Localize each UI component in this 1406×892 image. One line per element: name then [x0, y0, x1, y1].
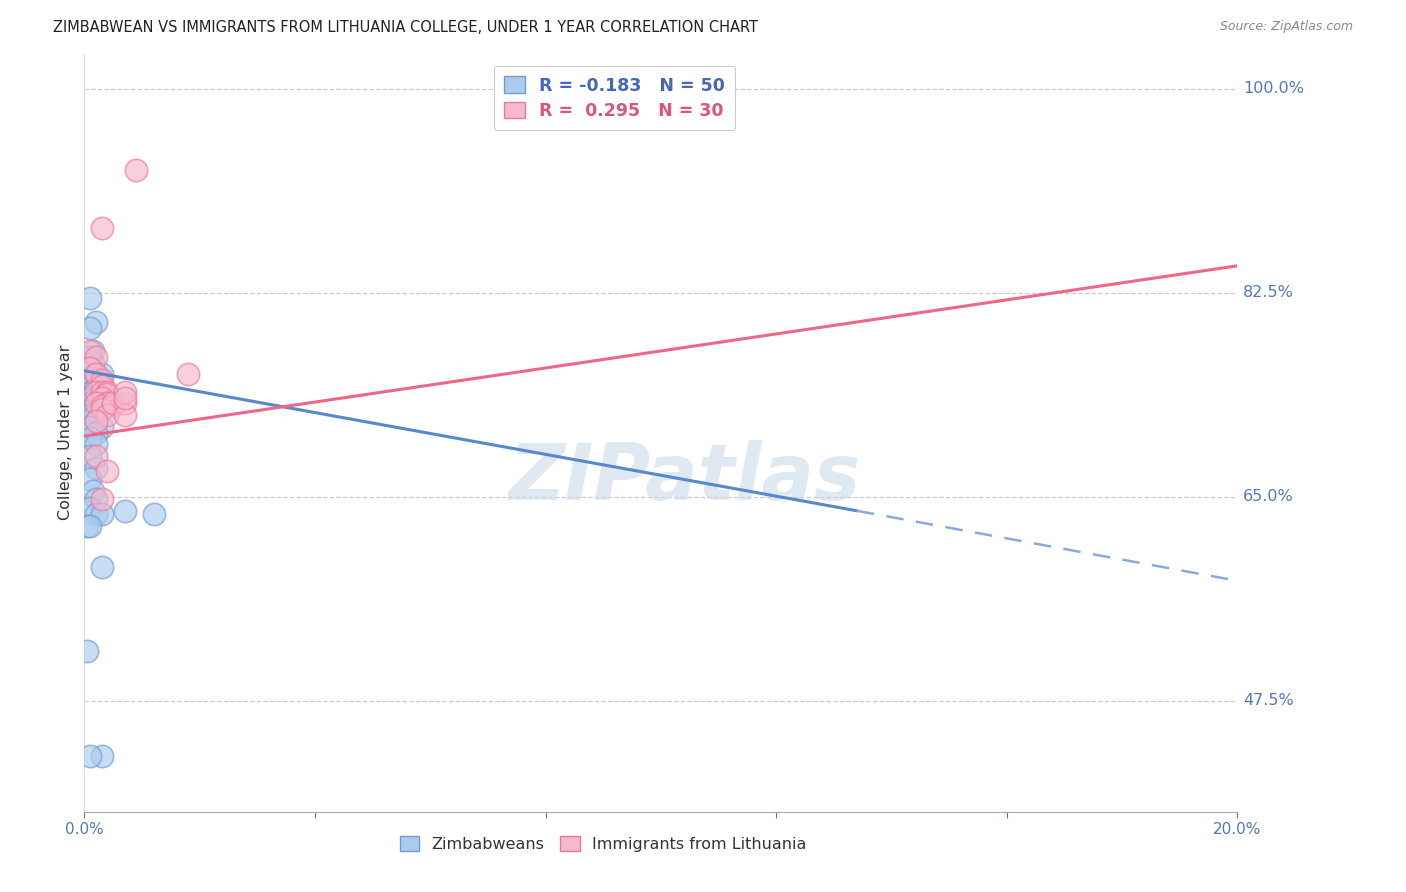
Point [79, 472, 101, 486]
Point [96, 408, 118, 422]
Point [90, 396, 112, 410]
Point [79, 350, 101, 364]
Point [84, 350, 107, 364]
Point [76, 644, 98, 658]
Text: 82.5%: 82.5% [1243, 285, 1294, 300]
Point [84, 368, 107, 382]
Point [84, 368, 107, 382]
Text: Source: ZipAtlas.com: Source: ZipAtlas.com [1219, 20, 1353, 33]
Point [76, 519, 98, 533]
Point [90, 492, 112, 507]
Point [103, 396, 124, 410]
Point [90, 373, 112, 387]
Point [114, 504, 136, 518]
Point [79, 320, 101, 334]
Point [84, 425, 107, 440]
Point [84, 492, 107, 507]
Point [82, 343, 104, 358]
Point [90, 399, 112, 413]
Point [96, 387, 118, 401]
Point [177, 368, 200, 382]
Point [90, 402, 112, 417]
Text: 47.5%: 47.5% [1243, 693, 1294, 708]
Y-axis label: College, Under 1 year: College, Under 1 year [58, 345, 73, 520]
Point [76, 391, 98, 405]
Point [79, 396, 101, 410]
Point [79, 292, 101, 306]
Point [84, 414, 107, 428]
Point [79, 384, 101, 399]
Legend: Zimbabweans, Immigrants from Lithuania: Zimbabweans, Immigrants from Lithuania [394, 830, 813, 858]
Point [79, 379, 101, 393]
Text: 100.0%: 100.0% [1243, 81, 1303, 96]
Point [79, 748, 101, 763]
Point [79, 501, 101, 516]
Point [90, 384, 112, 399]
Point [84, 508, 107, 522]
Point [79, 361, 101, 376]
Point [79, 419, 101, 434]
Point [82, 483, 104, 498]
Point [90, 368, 112, 382]
Point [142, 508, 165, 522]
Text: 65.0%: 65.0% [1243, 490, 1294, 504]
Point [90, 384, 112, 399]
Point [84, 373, 107, 387]
Point [96, 384, 118, 399]
Point [84, 384, 107, 399]
Point [79, 449, 101, 463]
Point [84, 460, 107, 475]
Point [82, 402, 104, 417]
Point [79, 432, 101, 446]
Point [90, 391, 112, 405]
Point [84, 437, 107, 451]
Point [90, 559, 112, 574]
Point [90, 379, 112, 393]
Point [82, 384, 104, 399]
Point [90, 508, 112, 522]
Point [96, 396, 118, 410]
Point [114, 391, 136, 405]
Text: ZIPatlas: ZIPatlas [508, 440, 860, 516]
Point [79, 343, 101, 358]
Point [84, 396, 107, 410]
Point [84, 384, 107, 399]
Point [79, 361, 101, 376]
Point [90, 419, 112, 434]
Point [96, 464, 118, 478]
Point [79, 391, 101, 405]
Point [82, 356, 104, 370]
Point [76, 379, 98, 393]
Point [90, 402, 112, 417]
Point [79, 519, 101, 533]
Point [87, 399, 110, 413]
Point [84, 449, 107, 463]
Point [84, 414, 107, 428]
Point [114, 396, 136, 410]
Text: ZIMBABWEAN VS IMMIGRANTS FROM LITHUANIA COLLEGE, UNDER 1 YEAR CORRELATION CHART: ZIMBABWEAN VS IMMIGRANTS FROM LITHUANIA … [53, 20, 758, 35]
Point [90, 748, 112, 763]
Point [125, 163, 148, 178]
Point [84, 391, 107, 405]
Point [103, 399, 124, 413]
Point [114, 384, 136, 399]
Point [84, 396, 107, 410]
Point [90, 221, 112, 235]
Point [114, 408, 136, 422]
Point [79, 408, 101, 422]
Point [84, 406, 107, 420]
Point [96, 396, 118, 410]
Point [82, 410, 104, 425]
Point [84, 315, 107, 329]
